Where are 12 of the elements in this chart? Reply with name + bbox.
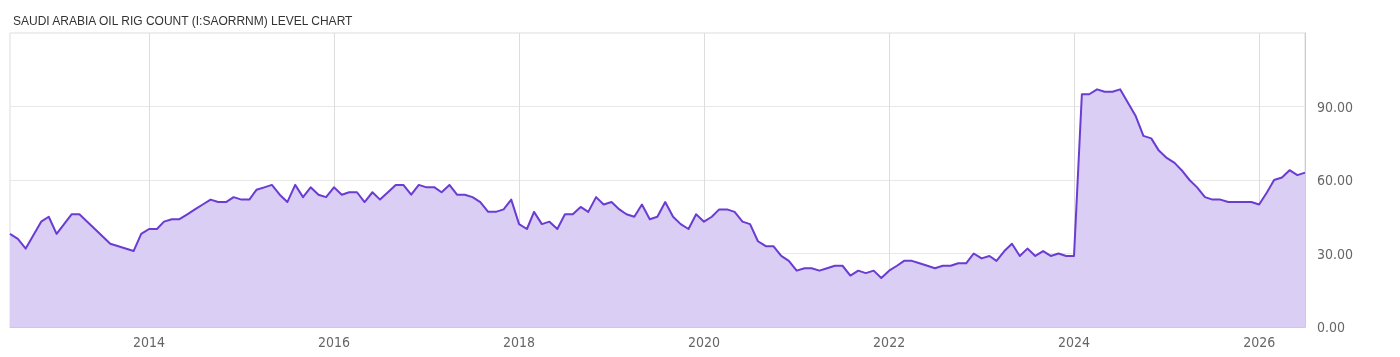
x-tick-label: 2020 bbox=[687, 334, 720, 350]
y-tick-label: 60.00 bbox=[1317, 172, 1354, 188]
chart-title: SAUDI ARABIA OIL RIG COUNT (I:SAORRNM) LEVEL CHART bbox=[13, 14, 354, 28]
x-tick-label: 2026 bbox=[1243, 334, 1276, 350]
y-tick-label: 30.00 bbox=[1317, 245, 1354, 262]
x-tick-label: 2016 bbox=[317, 334, 350, 350]
x-tick-label: 2022 bbox=[873, 334, 906, 350]
x-tick-label: 2024 bbox=[1057, 334, 1091, 350]
y-tick-label: 90.00 bbox=[1317, 98, 1354, 115]
x-tick-label: 2018 bbox=[503, 334, 536, 350]
x-tick-label: 2014 bbox=[133, 334, 166, 350]
y-tick-label: 0.00 bbox=[1317, 319, 1346, 335]
